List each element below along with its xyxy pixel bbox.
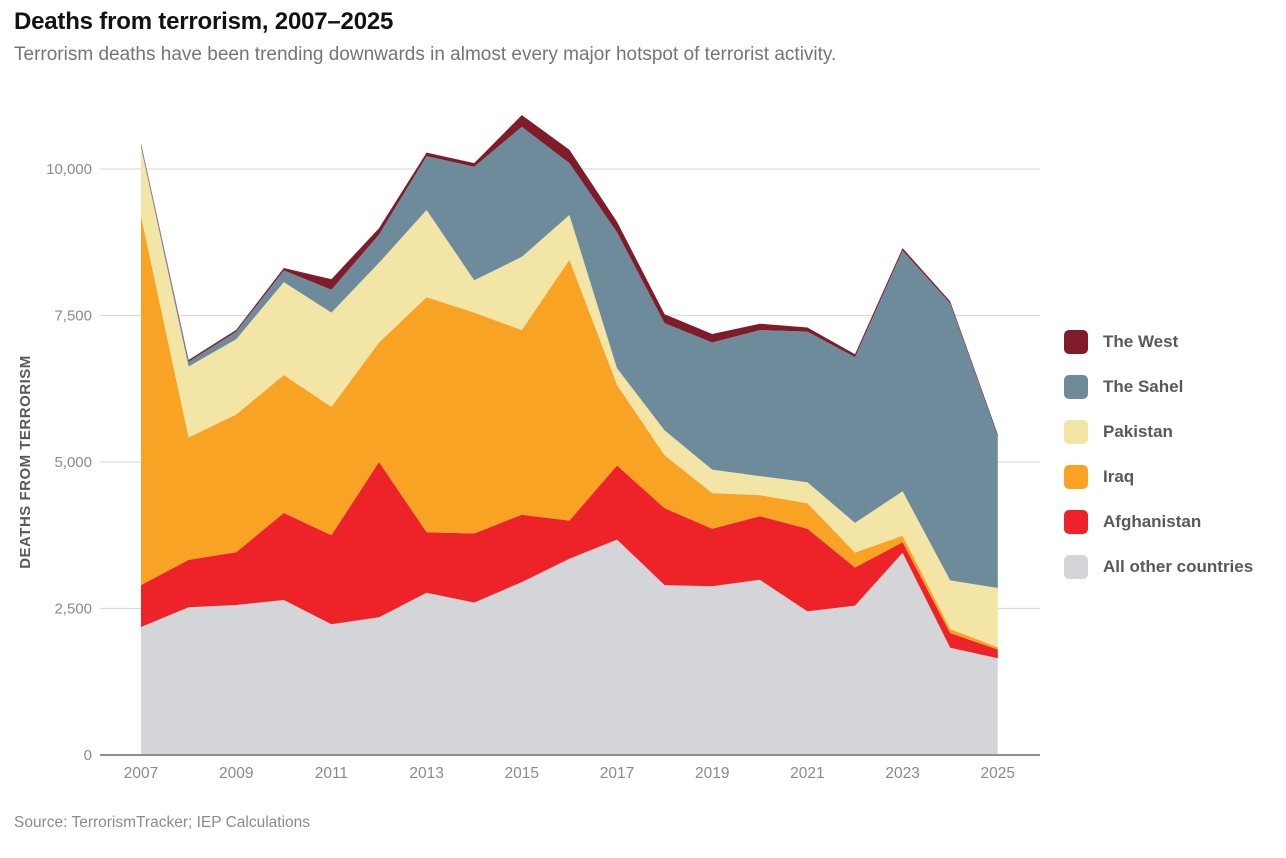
source-note: Source: TerrorismTracker; IEP Calculatio…: [14, 814, 311, 831]
chart-subtitle: Terrorism deaths have been trending down…: [14, 44, 837, 65]
legend-swatch-icon: [1064, 375, 1088, 399]
legend-label: Pakistan: [1103, 422, 1173, 441]
area-pakistan: [141, 147, 998, 648]
x-tick-label-2019: 2019: [695, 765, 729, 782]
x-tick-label-2011: 2011: [315, 765, 348, 782]
y-tick-label-7500: 7,500: [54, 308, 92, 325]
legend-item-afghanistan: Afghanistan: [1064, 510, 1253, 534]
legend-item-all-other-countries: All other countries: [1064, 555, 1253, 579]
y-tick-label-5000: 5,000: [54, 454, 92, 471]
y-tick-label-10000: 10,000: [46, 161, 92, 178]
legend-swatch-icon: [1064, 465, 1088, 489]
area-the-sahel: [141, 126, 998, 589]
legend-item-iraq: Iraq: [1064, 465, 1253, 489]
x-tick-label-2025: 2025: [981, 765, 1015, 782]
legend-item-pakistan: Pakistan: [1064, 420, 1253, 444]
area-afghanistan: [141, 462, 998, 659]
area-the-west: [141, 115, 998, 437]
legend-label: The Sahel: [1103, 377, 1184, 396]
x-tick-label-2009: 2009: [219, 765, 253, 782]
legend-swatch-icon: [1064, 330, 1088, 354]
area-iraq: [141, 216, 998, 650]
y-tick-label-2500: 2,500: [54, 601, 92, 618]
legend-swatch-icon: [1064, 555, 1088, 579]
x-tick-label-2007: 2007: [124, 765, 158, 782]
chart-title: Deaths from terrorism, 2007–2025: [14, 8, 394, 35]
chart-legend: The West The Sahel Pakistan Iraq Afghanistan…: [1064, 330, 1253, 600]
x-tick-label-2023: 2023: [885, 765, 919, 782]
legend-item-the-sahel: The Sahel: [1064, 375, 1253, 399]
legend-label: Afghanistan: [1103, 512, 1202, 531]
legend-swatch-icon: [1064, 420, 1088, 444]
legend-label: The West: [1103, 332, 1179, 351]
legend-swatch-icon: [1064, 510, 1088, 534]
y-axis-title: DEATHS FROM TERRORISM: [17, 355, 34, 569]
legend-item-the-west: The West: [1064, 330, 1253, 354]
area-all-other-countries: [141, 539, 998, 755]
legend-label: All other countries: [1103, 557, 1254, 576]
x-tick-label-2021: 2021: [790, 765, 824, 782]
x-tick-label-2017: 2017: [600, 765, 634, 782]
y-tick-label-0: 0: [84, 747, 92, 764]
legend-label: Iraq: [1103, 467, 1135, 486]
x-tick-label-2015: 2015: [505, 765, 539, 782]
x-tick-label-2013: 2013: [409, 765, 443, 782]
